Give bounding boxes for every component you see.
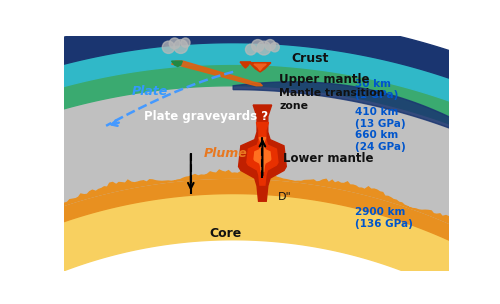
Text: Plume: Plume [204, 147, 248, 160]
Polygon shape [172, 61, 182, 67]
Polygon shape [0, 86, 500, 260]
Polygon shape [238, 105, 286, 201]
Polygon shape [250, 63, 271, 72]
Polygon shape [233, 82, 500, 148]
Text: Crust: Crust [291, 52, 329, 64]
Polygon shape [0, 16, 500, 133]
Polygon shape [0, 28, 500, 145]
Text: Plate graveyards ?: Plate graveyards ? [144, 110, 268, 123]
Circle shape [270, 43, 280, 52]
Polygon shape [0, 170, 500, 260]
Text: 2900 km
(136 GPa): 2900 km (136 GPa) [355, 207, 412, 229]
Polygon shape [247, 123, 278, 185]
Polygon shape [0, 43, 500, 164]
Text: D": D" [278, 192, 291, 202]
Circle shape [246, 44, 256, 55]
Polygon shape [0, 64, 500, 182]
Text: 30 km
(1 GPa): 30 km (1 GPa) [355, 79, 398, 100]
Circle shape [181, 38, 190, 47]
Polygon shape [254, 64, 266, 70]
Polygon shape [172, 61, 262, 86]
Circle shape [169, 38, 180, 49]
Text: Plate: Plate [132, 85, 168, 98]
Polygon shape [0, 194, 500, 304]
Circle shape [252, 40, 264, 52]
Polygon shape [240, 62, 251, 68]
Polygon shape [0, 178, 500, 273]
Text: Mantle transition
zone: Mantle transition zone [280, 88, 385, 111]
Text: Core: Core [210, 227, 242, 240]
Polygon shape [254, 137, 271, 171]
Text: Lower mantle: Lower mantle [283, 152, 374, 165]
Circle shape [264, 40, 276, 50]
Circle shape [174, 40, 188, 54]
Text: 660 km
(24 GPa): 660 km (24 GPa) [355, 130, 406, 152]
Circle shape [162, 41, 174, 54]
Text: Upper mantle: Upper mantle [280, 73, 370, 86]
Text: 410 km
(13 GPa): 410 km (13 GPa) [355, 107, 406, 129]
Circle shape [257, 41, 271, 55]
